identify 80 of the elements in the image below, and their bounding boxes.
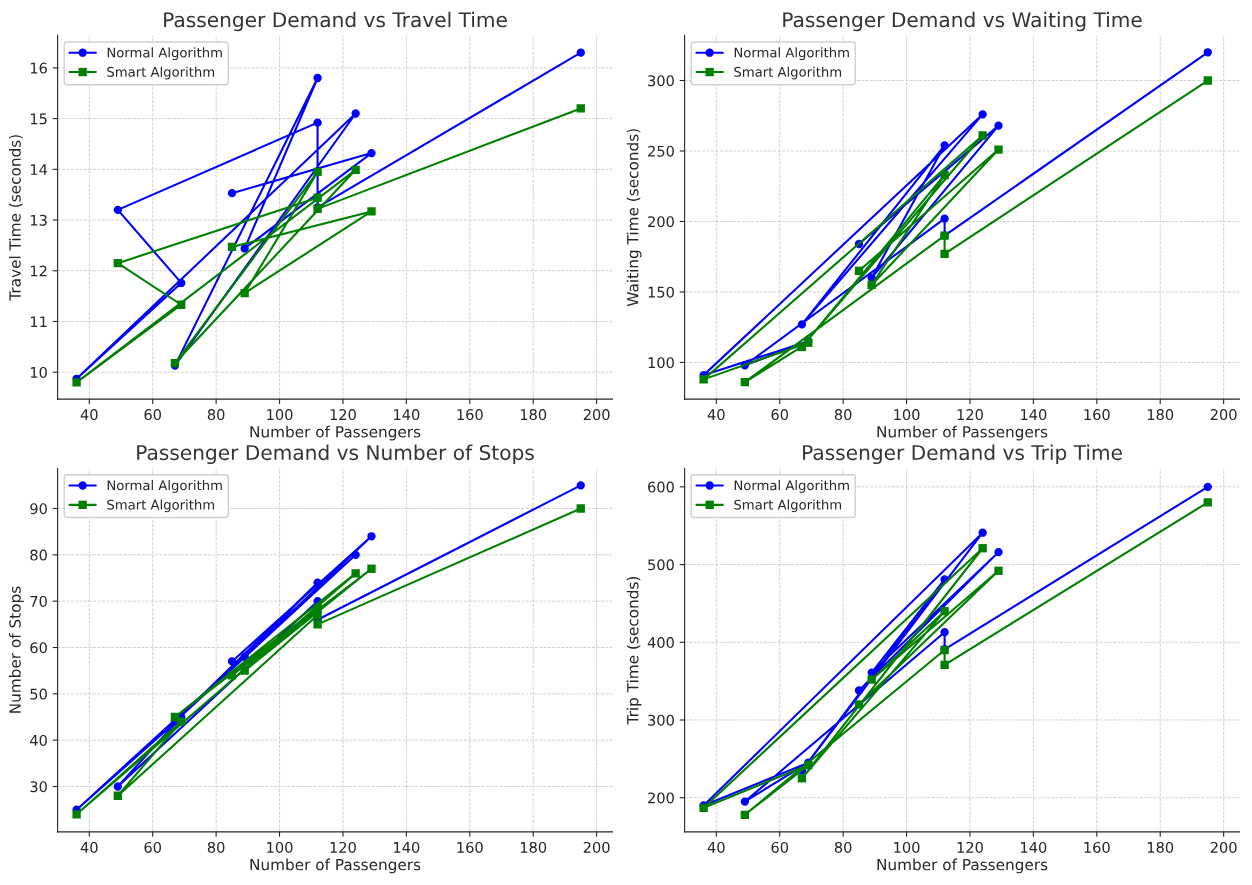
y-tick-label: 200 (648, 792, 674, 804)
x-tick-label: 60 (771, 409, 789, 421)
legend-label: Normal Algorithm (107, 47, 222, 61)
y-tick-label: 250 (648, 145, 674, 157)
x-tick-label: 80 (834, 841, 852, 853)
chart-title: Passenger Demand vs Waiting Time (783, 11, 1142, 32)
y-axis-title: Number of Stops (8, 586, 24, 713)
y-tick-label: 80 (30, 549, 47, 561)
x-axis-title: Number of Passengers (877, 425, 1048, 441)
y-tick-label: 16 (30, 62, 47, 74)
x-axis-title: Number of Passengers (877, 858, 1048, 874)
x-tick-label: 120 (330, 841, 356, 853)
legend-label: Normal Algorithm (107, 480, 222, 493)
x-tick-label: 100 (894, 841, 920, 853)
legend-label: Normal Algorithm (734, 480, 849, 493)
y-tick-label: 400 (647, 637, 674, 649)
y-axis-title: Waiting Time (seconds) (626, 129, 642, 307)
y-tick-label: 30 (30, 781, 47, 793)
y-axis-title: Travel Time (seconds) (8, 135, 23, 301)
y-tick-label: 14 (30, 164, 48, 175)
x-tick-label: 200 (1210, 841, 1237, 853)
y-tick-label: 13 (30, 214, 47, 226)
x-tick-label: 60 (144, 841, 162, 853)
x-tick-label: 100 (894, 409, 920, 421)
y-tick-label: 90 (30, 503, 47, 515)
y-tick-label: 300 (648, 75, 674, 87)
x-tick-label: 100 (267, 409, 293, 421)
x-tick-label: 160 (457, 841, 483, 853)
legend-label: Smart Algorithm (734, 499, 842, 513)
legend-label: Smart Algorithm (107, 499, 215, 513)
x-tick-label: 120 (957, 409, 983, 421)
x-axis-title: Number of Passengers (250, 425, 421, 441)
y-tick-label: 40 (30, 734, 47, 746)
x-tick-label: 140 (1021, 409, 1047, 421)
x-tick-label: 40 (80, 841, 98, 853)
x-tick-label: 200 (583, 409, 610, 421)
x-axis-title: Number of Passengers (250, 858, 421, 874)
y-tick-label: 50 (30, 688, 47, 700)
legend-label: Normal Algorithm (734, 47, 849, 61)
x-tick-label: 180 (1147, 841, 1174, 853)
y-tick-label: 70 (30, 595, 47, 607)
x-tick-label: 80 (834, 409, 852, 421)
x-tick-label: 160 (1084, 841, 1110, 853)
x-tick-label: 140 (394, 841, 420, 853)
x-tick-label: 120 (330, 409, 356, 421)
y-tick-label: 10 (30, 366, 47, 378)
x-tick-label: 80 (207, 841, 225, 853)
x-tick-label: 180 (1147, 409, 1174, 421)
chart-title: Passenger Demand vs Travel Time (164, 11, 507, 32)
x-tick-label: 60 (771, 841, 789, 853)
y-tick-label: 100 (648, 357, 674, 369)
x-tick-label: 80 (207, 409, 225, 421)
y-axis-title: Trip Time (seconds) (626, 576, 642, 725)
x-tick-label: 160 (1084, 409, 1110, 421)
chart-title: Passenger Demand vs Number of Stops (137, 444, 534, 465)
x-tick-label: 40 (707, 409, 725, 421)
x-tick-label: 200 (583, 841, 610, 853)
legend-label: Smart Algorithm (734, 66, 842, 80)
y-tick-label: 15 (30, 113, 47, 125)
y-tick-label: 150 (648, 286, 674, 298)
x-tick-label: 200 (1210, 409, 1237, 421)
x-tick-label: 60 (144, 409, 162, 421)
x-tick-label: 40 (80, 409, 98, 421)
y-tick-label: 300 (648, 714, 674, 726)
chart-title: Passenger Demand vs Trip Time (803, 444, 1122, 465)
x-tick-label: 120 (957, 841, 983, 853)
x-tick-label: 180 (520, 841, 547, 853)
x-tick-label: 40 (707, 841, 725, 853)
y-tick-label: 500 (648, 559, 674, 571)
y-tick-label: 600 (648, 481, 674, 493)
x-tick-label: 140 (1021, 841, 1047, 853)
legend-label: Smart Algorithm (107, 66, 215, 80)
y-tick-label: 11 (30, 316, 47, 328)
x-tick-label: 140 (394, 409, 420, 421)
y-tick-label: 60 (30, 642, 47, 654)
y-tick-label: 200 (648, 216, 674, 228)
x-tick-label: 160 (457, 409, 483, 421)
x-tick-label: 100 (267, 841, 293, 853)
y-tick-label: 12 (30, 265, 47, 277)
x-tick-label: 180 (520, 409, 547, 421)
